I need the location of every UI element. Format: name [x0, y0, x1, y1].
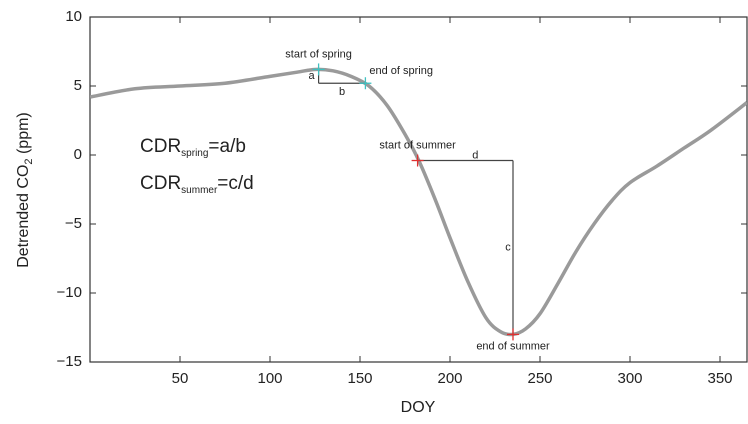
- y-tick-label: −10: [57, 284, 82, 301]
- x-tick-label: 100: [257, 370, 282, 387]
- x-tick-label: 150: [347, 370, 372, 387]
- annotation-label: start of summer: [379, 139, 456, 151]
- bracket-label: c: [505, 241, 511, 253]
- bracket-label: d: [472, 149, 478, 161]
- y-tick-label: 0: [74, 146, 82, 163]
- y-label-sub: 2: [23, 158, 35, 164]
- formula: CDRsummer=c/d: [140, 173, 254, 196]
- x-tick-label: 300: [617, 370, 642, 387]
- formula: CDRspring=a/b: [140, 136, 246, 159]
- annotation-label: start of spring: [285, 48, 352, 60]
- formula-rest: =a/b: [208, 136, 246, 157]
- y-axis-label: Detrended CO2 (ppm): [15, 112, 35, 268]
- bracket-label: a: [309, 70, 316, 82]
- formula-rest: =c/d: [217, 173, 253, 194]
- annotation-label: end of summer: [476, 340, 550, 352]
- y-tick-label: 10: [65, 8, 82, 25]
- x-tick-label: 250: [527, 370, 552, 387]
- bracket-label: b: [339, 86, 345, 98]
- y-tick-label: −15: [57, 353, 82, 370]
- x-tick-label: 50: [172, 370, 189, 387]
- x-tick-label: 350: [707, 370, 732, 387]
- y-tick-label: −5: [65, 215, 82, 232]
- y-label-rest: (ppm): [15, 112, 32, 158]
- y-label-main: Detrended CO: [15, 165, 32, 268]
- data-line: [90, 67, 747, 337]
- formula-main: CDR: [140, 173, 181, 194]
- formula-sub: summer: [181, 185, 218, 196]
- plot-frame: [89, 16, 748, 363]
- formula-sub: spring: [181, 148, 208, 159]
- y-tick-label: 5: [74, 77, 82, 94]
- annotation-label: end of spring: [369, 65, 433, 77]
- x-axis-label: DOY: [401, 399, 436, 416]
- x-tick-label: 200: [437, 370, 462, 387]
- formula-main: CDR: [140, 136, 181, 157]
